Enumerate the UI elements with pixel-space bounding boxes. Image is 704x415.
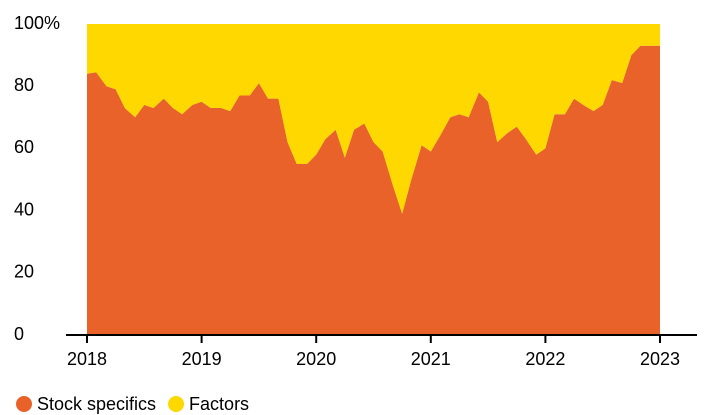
y-tick-label: 40 [14, 199, 34, 219]
x-tick-label: 2021 [411, 349, 451, 369]
legend-label: Stock specifics [37, 394, 156, 414]
legend-label: Factors [189, 394, 249, 414]
y-tick-label: 100% [14, 13, 60, 33]
y-tick-label: 60 [14, 137, 34, 157]
area [87, 45, 660, 336]
x-tick-label: 2019 [182, 349, 222, 369]
y-tick-label: 20 [14, 262, 34, 282]
x-tick-label: 2022 [525, 349, 565, 369]
y-tick-label: 0 [14, 324, 24, 344]
x-tick-label: 2023 [640, 349, 680, 369]
x-tick-label: 2020 [296, 349, 336, 369]
y-tick-label: 80 [14, 75, 34, 95]
x-tick-label: 2018 [67, 349, 107, 369]
area [87, 24, 660, 214]
legend-swatch [168, 396, 185, 412]
legend-swatch [16, 396, 32, 412]
